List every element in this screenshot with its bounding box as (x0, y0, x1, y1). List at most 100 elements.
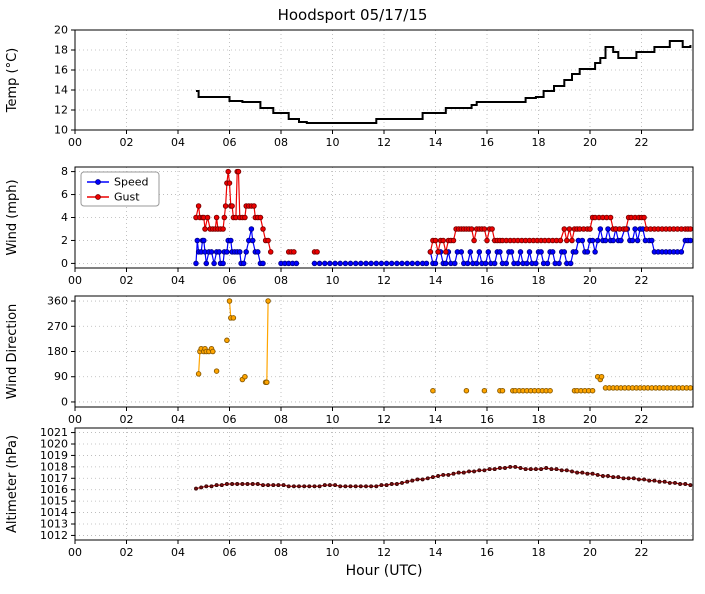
altimeter-marker (353, 484, 358, 489)
speed-marker (629, 237, 636, 244)
gust-marker (489, 226, 495, 232)
altimeter-marker (410, 478, 415, 483)
x-tick-label: 00 (68, 546, 82, 559)
altimeter-marker (590, 471, 595, 476)
altimeter-marker (477, 468, 482, 473)
x-tick-label: 22 (635, 546, 649, 559)
altimeter-marker (683, 482, 688, 486)
speed-marker (347, 260, 354, 267)
speed-marker (237, 249, 243, 255)
y-tick-label: 1020 (40, 438, 68, 451)
speed-marker (458, 249, 465, 255)
y-tick-label: 1018 (40, 460, 68, 473)
speed-marker (220, 260, 226, 267)
x-tick-label: 18 (532, 274, 546, 287)
speed-marker (538, 249, 544, 255)
x-tick-label: 08 (274, 413, 288, 426)
gust-marker (443, 249, 449, 255)
altimeter-marker (508, 464, 513, 469)
gust-marker (251, 203, 257, 209)
y-tick-label: 1016 (40, 483, 68, 496)
gust-marker (561, 226, 568, 232)
altimeter-marker (564, 468, 569, 473)
altimeter-marker (533, 467, 538, 472)
speed-marker (485, 249, 492, 255)
x-tick-label: 18 (532, 546, 546, 559)
altimeter-marker (405, 479, 410, 484)
wind-direction-marker (224, 337, 230, 344)
altimeter-marker (302, 484, 307, 489)
speed-marker (311, 260, 318, 267)
speed-series-line (195, 228, 263, 264)
altimeter-marker (343, 484, 348, 489)
gust-marker (468, 226, 475, 232)
speed-marker (579, 237, 586, 244)
speed-marker (594, 237, 601, 244)
altimeter-marker (611, 475, 616, 480)
altimeter-marker (235, 482, 240, 486)
speed-marker (592, 249, 598, 255)
x-tick-label: 06 (223, 413, 237, 426)
y-tick-label: 20 (54, 24, 68, 37)
speed-marker (243, 249, 249, 255)
speed-marker (316, 260, 323, 267)
speed-marker (556, 260, 562, 267)
gust-marker (213, 214, 220, 221)
altimeter-marker (420, 477, 425, 482)
x-tick-label: 08 (274, 136, 288, 149)
altimeter-marker (400, 480, 404, 485)
gust-marker (471, 237, 477, 244)
wind-direction-series-line (265, 300, 269, 383)
speed-marker (605, 226, 611, 232)
speed-marker (561, 249, 568, 255)
altimeter-marker (194, 486, 198, 491)
speed-marker (610, 237, 616, 244)
wind-direction-marker (195, 371, 202, 377)
speed-marker (423, 260, 430, 267)
y-tick-label: 18 (54, 44, 68, 57)
x-tick-label: 14 (429, 413, 443, 426)
subplot-altimeter: 00 02 04 06 08 10 12 14 16 18 20 221012101310141015… (5, 426, 694, 559)
wind-direction-marker (213, 368, 220, 374)
gust-marker (242, 214, 248, 221)
altimeter-marker (322, 483, 327, 488)
speed-marker (208, 249, 215, 255)
altimeter-marker (389, 482, 394, 486)
altimeter-marker (312, 484, 317, 489)
x-tick-label: 06 (223, 546, 237, 559)
speed-marker (248, 226, 255, 232)
y-tick-label: 10 (54, 124, 68, 137)
speed-marker (388, 260, 395, 267)
gust-marker (607, 214, 614, 221)
x-tick-label: 16 (480, 136, 494, 149)
altimeter-marker (482, 468, 487, 473)
speed-marker (211, 260, 217, 267)
figure-title: Hoodsport 05/17/15 (277, 6, 428, 24)
speed-marker (464, 260, 471, 267)
altimeter-marker (554, 467, 559, 472)
altimeter-marker (513, 464, 518, 469)
gust-marker (267, 249, 274, 255)
x-tick-label: 08 (274, 546, 288, 559)
gust-marker (587, 226, 593, 232)
speed-marker (260, 260, 266, 267)
gust-marker (226, 180, 233, 186)
speed-marker (491, 260, 498, 267)
y-tick-label: 1013 (40, 518, 68, 531)
x-tick-label: 06 (223, 274, 237, 287)
speed-marker (602, 237, 609, 244)
altimeter-marker (446, 472, 451, 477)
wind-direction-marker (547, 387, 553, 394)
speed-marker (526, 249, 533, 255)
gust-marker (220, 226, 226, 232)
x-tick-label: 18 (532, 136, 546, 149)
altimeter-marker (224, 482, 229, 486)
gust-marker (225, 168, 231, 175)
speed-marker (508, 249, 515, 255)
speed-marker (399, 260, 405, 267)
speed-marker (589, 237, 596, 244)
speed-marker (352, 260, 359, 267)
altimeter-marker (441, 472, 446, 477)
gust-marker (566, 226, 573, 232)
speed-marker (394, 260, 400, 267)
